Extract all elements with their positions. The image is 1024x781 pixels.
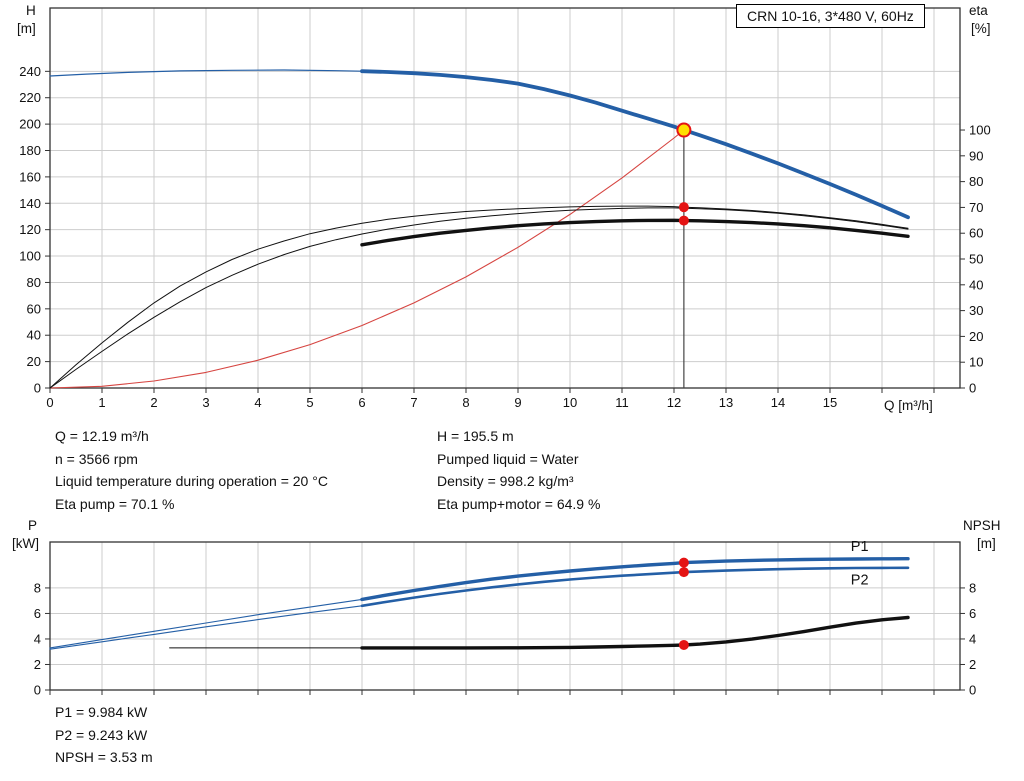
svg-text:80: 80 <box>969 174 983 189</box>
svg-text:140: 140 <box>19 196 41 211</box>
qh-chart: 0 1 2 3 4 5 6 7 8 9 10 11 12 13 14 15020406080100120140… <box>19 7 991 410</box>
annotation-eta-pump-motor: Eta pump+motor = 64.9 % <box>437 495 601 512</box>
svg-text:8: 8 <box>969 580 976 595</box>
svg-text:40: 40 <box>27 328 41 343</box>
svg-text:9: 9 <box>514 395 521 410</box>
pump-model-title: CRN 10-16, 3*480 V, 60Hz <box>736 4 925 28</box>
svg-text:0: 0 <box>46 395 53 410</box>
annotation-p2: P2 = 9.243 kW <box>55 726 148 743</box>
svg-text:160: 160 <box>19 169 41 184</box>
power-annotations: P1 = 9.984 kW P2 = 9.243 kW NPSH = 3.53 … <box>55 701 153 769</box>
svg-text:5: 5 <box>306 395 313 410</box>
svg-text:12: 12 <box>667 395 681 410</box>
affinity-parabola <box>49 129 685 389</box>
p2-curve-label: P2 <box>851 573 869 589</box>
p2-duty-marker <box>678 567 689 578</box>
svg-text:11: 11 <box>615 395 629 410</box>
svg-text:8: 8 <box>34 580 41 595</box>
eta-pump-curve-2 <box>49 207 909 389</box>
duty-annotations-left: Q = 12.19 m³/h n = 3566 rpm Liquid tempe… <box>55 425 328 515</box>
svg-text:4: 4 <box>254 395 261 410</box>
eta-pump-duty-marker <box>678 202 689 213</box>
head-curve-thin <box>49 69 363 77</box>
npsh-duty-marker <box>678 639 689 650</box>
eta-pump-motor-curve <box>360 218 910 247</box>
annotation-h: H = 195.5 m <box>437 428 514 444</box>
svg-text:6: 6 <box>34 606 41 621</box>
svg-text:2: 2 <box>34 657 41 672</box>
svg-text:3: 3 <box>202 395 209 410</box>
svg-text:8: 8 <box>462 395 469 410</box>
p2-curve-thin <box>49 605 363 650</box>
qh-chart-frame <box>49 7 961 389</box>
power-npsh-chart-frame <box>49 541 961 691</box>
power-npsh-chart: 0 2 4 6 8 0 2 4 6 8 P1 P2 <box>34 539 976 698</box>
p1-curve-label: P1 <box>851 539 869 555</box>
svg-text:6: 6 <box>358 395 365 410</box>
svg-text:40: 40 <box>969 277 983 292</box>
svg-text:0: 0 <box>34 683 41 698</box>
annotation-pumped-liquid: Pumped liquid = Water <box>437 450 579 467</box>
svg-text:20: 20 <box>969 329 983 344</box>
svg-text:0: 0 <box>34 381 41 396</box>
svg-text:13: 13 <box>719 395 733 410</box>
annotation-p1: P1 = 9.984 kW <box>55 704 148 720</box>
svg-text:2: 2 <box>150 395 157 410</box>
svg-text:100: 100 <box>969 123 991 138</box>
svg-text:120: 120 <box>19 222 41 237</box>
duty-point-marker <box>676 122 692 138</box>
p2-curve <box>360 566 910 608</box>
svg-text:50: 50 <box>969 252 983 267</box>
svg-text:14: 14 <box>771 395 785 410</box>
svg-text:7: 7 <box>410 395 417 410</box>
eta-axis-unit: [%] <box>971 21 991 36</box>
p1-duty-marker <box>678 557 689 568</box>
eta-pump-curve <box>49 205 909 389</box>
svg-text:0: 0 <box>969 381 976 396</box>
svg-text:4: 4 <box>969 631 976 646</box>
eta-axis-label: eta <box>969 3 988 18</box>
svg-text:80: 80 <box>27 275 41 290</box>
svg-text:200: 200 <box>19 117 41 132</box>
p-axis-label: P <box>28 518 38 533</box>
annotation-q: Q = 12.19 m³/h <box>55 428 149 444</box>
p-axis-unit: [kW] <box>12 536 39 551</box>
npsh-axis-label: NPSH <box>963 518 1001 533</box>
svg-text:4: 4 <box>34 631 41 646</box>
svg-text:100: 100 <box>19 249 41 264</box>
svg-text:0: 0 <box>969 683 976 698</box>
svg-text:70: 70 <box>969 200 983 215</box>
svg-text:10: 10 <box>563 395 577 410</box>
h-axis-label: H <box>26 3 36 18</box>
svg-text:220: 220 <box>19 90 41 105</box>
p1-curve-thin <box>49 598 363 649</box>
svg-text:60: 60 <box>27 301 41 316</box>
svg-text:2: 2 <box>969 657 976 672</box>
svg-text:30: 30 <box>969 303 983 318</box>
q-axis-label: Q [m³/h] <box>884 398 933 413</box>
svg-text:60: 60 <box>969 226 983 241</box>
svg-text:20: 20 <box>27 354 41 369</box>
annotation-liquid-temp: Liquid temperature during operation = 20… <box>55 473 328 489</box>
svg-text:1: 1 <box>98 395 105 410</box>
head-curve <box>360 69 910 220</box>
annotation-speed: n = 3566 rpm <box>55 450 138 467</box>
npsh-axis-unit: [m] <box>977 536 996 551</box>
svg-text:10: 10 <box>969 355 983 370</box>
npsh-curve <box>360 615 910 650</box>
annotation-density: Density = 998.2 kg/m³ <box>437 473 574 489</box>
p1-curve <box>360 557 910 602</box>
svg-text:6: 6 <box>969 606 976 621</box>
annotation-npsh: NPSH = 3.53 m <box>55 749 153 765</box>
svg-text:240: 240 <box>19 64 41 79</box>
duty-annotations-right: H = 195.5 m Pumped liquid = Water Densit… <box>437 425 600 515</box>
annotation-eta-pump: Eta pump = 70.1 % <box>55 495 175 512</box>
svg-text:180: 180 <box>19 143 41 158</box>
eta-pump-motor-duty-marker <box>678 215 689 226</box>
svg-text:90: 90 <box>969 148 983 163</box>
h-axis-unit: [m] <box>17 21 36 36</box>
svg-text:15: 15 <box>823 395 837 410</box>
